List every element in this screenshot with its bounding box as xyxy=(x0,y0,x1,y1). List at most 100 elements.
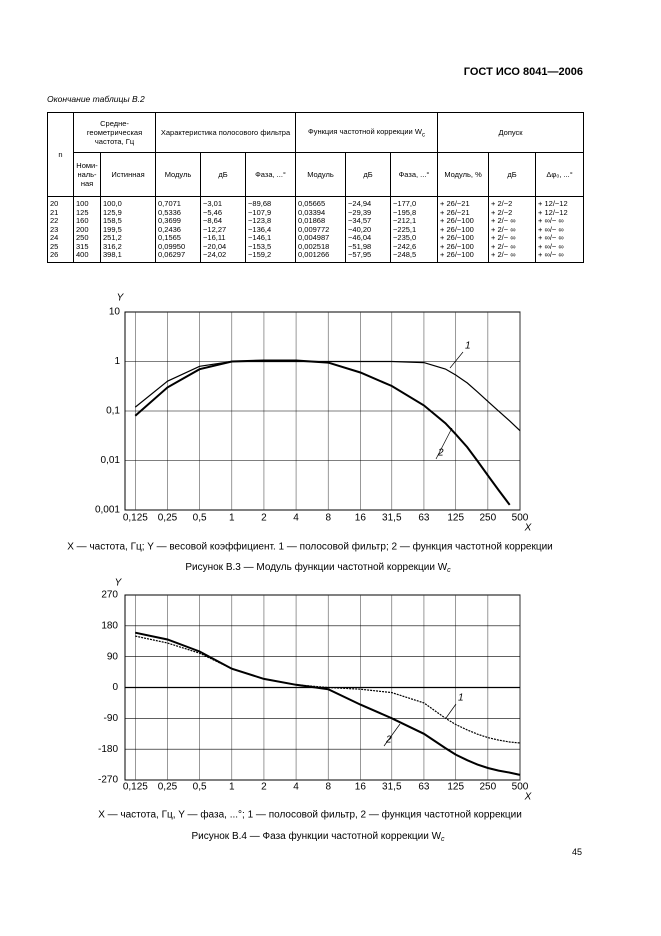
y-tick-label: 1 xyxy=(114,356,120,367)
table-cell: −159,2 xyxy=(245,250,296,263)
x-tick-label: 250 xyxy=(480,782,497,793)
table-cell: 100 xyxy=(73,196,101,209)
table-cell: −89,68 xyxy=(245,196,296,209)
th-col: дБ xyxy=(200,152,247,197)
x-axis-label: X xyxy=(524,523,532,534)
table-cell: −242,6 xyxy=(390,242,438,251)
leader-line xyxy=(445,703,457,719)
page-number: 45 xyxy=(572,847,583,857)
data-line xyxy=(134,359,511,506)
y-axis-label: Y xyxy=(117,293,125,304)
th-col: Модуль xyxy=(155,152,202,197)
x-tick-label: 0,125 xyxy=(123,513,148,524)
caption-text: Рисунок B.4 — Фаза функции частотной кор… xyxy=(191,830,441,842)
x-tick-label: 4 xyxy=(293,513,299,524)
table-cell: + 26/−21 xyxy=(437,208,489,217)
th-freq: Средне-геометрическая частота, Гц xyxy=(72,112,157,153)
y-tick-label: 180 xyxy=(101,620,118,631)
y-tick-label: 0,1 xyxy=(106,406,120,417)
table-caption: Окончание таблицы B.2 xyxy=(47,94,145,104)
table-cell: 0,03394 xyxy=(295,208,346,217)
table-cell: 316,2 xyxy=(99,242,156,251)
caption-sub: c xyxy=(447,567,451,574)
x-tick-label: 125 xyxy=(447,782,464,793)
x-tick-label: 0,25 xyxy=(158,513,178,524)
y-tick-label: -90 xyxy=(104,713,119,724)
table-cell: + 2/− ∞ xyxy=(488,250,536,263)
table-cell: + 26/−100 xyxy=(437,225,489,234)
table-cell: 0,004987 xyxy=(295,233,346,243)
figure-caption: Рисунок B.3 — Модуль функции частотной к… xyxy=(185,561,451,574)
table-cell: −5,46 xyxy=(200,208,246,217)
table-cell: + 2/−2 xyxy=(488,196,536,209)
table-cell: −8,64 xyxy=(200,216,246,226)
table-cell: 22 xyxy=(47,216,74,226)
th-col: дБ xyxy=(488,152,537,197)
x-tick-label: 250 xyxy=(480,513,497,524)
table-row: 22 160 158,5 0,3699 −8,64 −123,8 0,01868 −34,57… xyxy=(47,216,585,226)
table-row: 24 250 251,2 0,1565 −16,11 −146,1 0,004987 −46,… xyxy=(47,233,585,243)
table-cell: 23 xyxy=(47,225,74,234)
series-label: 2 xyxy=(437,448,444,459)
table-row: 20 100 100,0 0,7071 −3,01 −89,68 0,05665 −24,94… xyxy=(47,196,585,209)
table-cell: −40,20 xyxy=(345,225,391,234)
y-tick-label: 0,001 xyxy=(95,505,120,516)
x-tick-label: 500 xyxy=(512,513,529,524)
table-cell: 0,05665 xyxy=(295,196,346,209)
th-col: Фаза, ...° xyxy=(390,152,439,197)
table-cell: + ∞/− ∞ xyxy=(535,216,585,226)
table: n Средне-геометрическая частота, Гц Хара… xyxy=(47,112,585,263)
table-row: 26 400 398,1 0,06297 −24,02 −159,2 0,001266 −57… xyxy=(47,250,585,263)
series-label: 1 xyxy=(465,341,471,352)
table-cell: −212,1 xyxy=(390,216,438,226)
table-cell: −51,98 xyxy=(345,242,391,251)
table-cell: −57,95 xyxy=(345,250,391,263)
table-cell: + ∞/− ∞ xyxy=(535,233,585,243)
x-tick-label: 31,5 xyxy=(382,513,402,524)
table-row: 25 315 316,2 0,09950 −20,04 −153,5 0,002518 −51… xyxy=(47,242,585,251)
x-axis-label: X xyxy=(524,792,532,803)
table-cell: −107,9 xyxy=(245,208,296,217)
y-axis-label: Y xyxy=(115,578,123,589)
table-cell: −225,1 xyxy=(390,225,438,234)
x-tick-label: 0,5 xyxy=(193,782,207,793)
x-tick-label: 31,5 xyxy=(382,782,402,793)
table-cell: 315 xyxy=(73,242,101,251)
table-cell: 0,001266 xyxy=(295,250,346,263)
table-cell: 25 xyxy=(47,242,74,251)
x-tick-label: 0,25 xyxy=(158,782,178,793)
table-cell: −177,0 xyxy=(390,196,438,209)
table-cell: + 2/− ∞ xyxy=(488,225,536,234)
table-cell: −46,04 xyxy=(345,233,391,243)
x-tick-label: 8 xyxy=(325,782,331,793)
table-row: 23 200 199,5 0,2436 −12,27 −136,4 0,009772 −40,… xyxy=(47,225,585,234)
table-cell: −235,0 xyxy=(390,233,438,243)
table-cell: −248,5 xyxy=(390,250,438,263)
th-weighting-sub: c xyxy=(421,131,426,139)
table-cell: −153,5 xyxy=(245,242,296,251)
x-tick-label: 16 xyxy=(355,513,367,524)
table-cell: −195,8 xyxy=(390,208,438,217)
table-cell: 0,01868 xyxy=(295,216,346,226)
table-cell: −3,01 xyxy=(200,196,246,209)
table-cell: 24 xyxy=(47,233,74,243)
y-tick-label: -270 xyxy=(98,775,118,786)
table-cell: + 26/−100 xyxy=(437,250,489,263)
table-cell: 0,1565 xyxy=(155,233,201,243)
x-tick-label: 0,5 xyxy=(193,513,207,524)
table-cell: 400 xyxy=(73,250,101,263)
figure-caption: Рисунок B.4 — Фаза функции частотной кор… xyxy=(191,830,445,843)
table-cell: + 26/−100 xyxy=(437,216,489,226)
y-tick-label: 10 xyxy=(109,307,121,318)
table-cell: 200 xyxy=(73,225,101,234)
x-tick-label: 1 xyxy=(229,782,235,793)
table-cell: −29,39 xyxy=(345,208,391,217)
table-cell: −16,11 xyxy=(200,233,246,243)
x-tick-label: 16 xyxy=(355,782,367,793)
table-cell: 160 xyxy=(73,216,101,226)
table-cell: + 2/−2 xyxy=(488,208,536,217)
table-cell: −136,4 xyxy=(245,225,296,234)
table-cell: 158,5 xyxy=(99,216,156,226)
